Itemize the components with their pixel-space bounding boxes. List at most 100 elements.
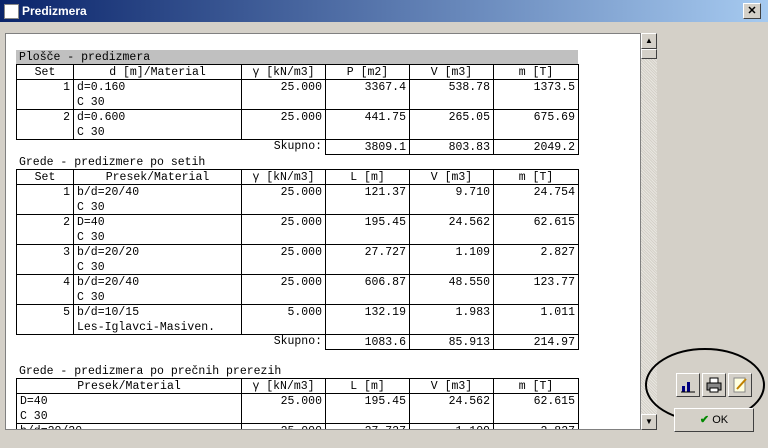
material-line: d=0.600 — [77, 111, 126, 124]
material-line: C 30 — [20, 410, 48, 423]
section-title: Plošče - predizmera — [16, 50, 578, 65]
material-line: b/d=20/40 — [77, 186, 140, 199]
set-cell: 1 — [16, 184, 74, 215]
material-line: C 30 — [77, 261, 105, 274]
title-bar: Predizmera ✕ — [0, 0, 768, 22]
total-cell: 2049.2 — [493, 139, 579, 155]
value-cell: 24.754 — [493, 184, 579, 215]
value-cell: 25.000 — [241, 184, 326, 215]
value-cell: 25.000 — [241, 109, 326, 140]
value-cell: 121.37 — [325, 184, 410, 215]
value-cell: 27.727 — [325, 244, 410, 275]
value-cell: 3367.4 — [325, 79, 410, 110]
set-cell: 5 — [16, 304, 74, 335]
material-cell: d=0.160 C 30 — [73, 79, 242, 110]
value-cell: 5.000 — [241, 304, 326, 335]
material-line: Les-Iglavci-Masiven. — [77, 321, 216, 334]
material-cell: b/d=20/20 C 30 — [73, 244, 242, 275]
value-cell: 675.69 — [493, 109, 579, 140]
value-cell: 25.000 — [241, 274, 326, 305]
material-cell: D=40 C 30 — [16, 393, 242, 424]
value-cell: 123.77 — [493, 274, 579, 305]
total-label: Skupno: — [273, 335, 322, 348]
value-cell: 24.562 — [409, 393, 494, 424]
value-cell: 2.827 — [493, 423, 579, 429]
material-cell: b/d=10/15 Les-Iglavci-Masiven. — [73, 304, 242, 335]
section-title: Grede - predizmere po setih — [19, 156, 206, 169]
material-line: D=40 — [77, 216, 105, 229]
total-cell: 1083.6 — [325, 334, 410, 350]
value-cell: 25.000 — [241, 423, 326, 429]
edit-button[interactable] — [728, 373, 752, 397]
value-cell: 1.109 — [409, 244, 494, 275]
value-cell: 195.45 — [325, 214, 410, 245]
material-cell: b/d=20/40 C 30 — [73, 274, 242, 305]
material-line: C 30 — [77, 96, 105, 109]
header-cell: L [m] — [325, 169, 410, 185]
document: Plošče - predizmera Set d [m]/Material γ [k… — [5, 33, 641, 430]
value-cell: 1.109 — [409, 423, 494, 429]
value-cell: 25.000 — [241, 79, 326, 110]
value-cell: 1373.5 — [493, 79, 579, 110]
set-cell: 3 — [16, 244, 74, 275]
set-cell: 1 — [16, 79, 74, 110]
scroll-down[interactable]: ▼ — [641, 414, 657, 430]
value-cell: 25.000 — [241, 214, 326, 245]
material-line: D=40 — [20, 395, 48, 408]
header-cell: γ [kN/m3] — [241, 169, 326, 185]
header-cell: V [m3] — [409, 169, 494, 185]
scrollbar[interactable]: ▲ ▼ — [641, 33, 657, 430]
material-line: b/d=10/15 — [77, 306, 140, 319]
set-cell: 4 — [16, 274, 74, 305]
set-cell: 2 — [16, 214, 74, 245]
header-cell: m [T] — [493, 378, 579, 394]
material-line: C 30 — [77, 201, 105, 214]
material-cell: d=0.600 C 30 — [73, 109, 242, 140]
header-cell: Set — [16, 64, 74, 80]
chart-button[interactable] — [676, 373, 700, 397]
total-cell: 214.97 — [493, 334, 579, 350]
header-cell: m [T] — [493, 64, 579, 80]
header-cell: L [m] — [325, 378, 410, 394]
material-line: C 30 — [77, 231, 105, 244]
value-cell: 606.87 — [325, 274, 410, 305]
value-cell: 195.45 — [325, 393, 410, 424]
close-button[interactable]: ✕ — [743, 3, 761, 19]
value-cell: 1.983 — [409, 304, 494, 335]
header-cell: Presek/Material — [16, 378, 242, 394]
value-cell: 9.710 — [409, 184, 494, 215]
app-icon — [4, 4, 19, 19]
value-cell: 24.562 — [409, 214, 494, 245]
material-line: C 30 — [77, 126, 105, 139]
ok-label: OK — [712, 414, 729, 426]
material-line: b/d=20/20 — [77, 246, 140, 259]
material-line: b/d=20/40 — [77, 276, 140, 289]
material-line: d=0.160 — [77, 81, 126, 94]
ok-button[interactable]: ✔ OK — [674, 408, 754, 432]
header-cell: γ [kN/m3] — [241, 378, 326, 394]
value-cell: 538.78 — [409, 79, 494, 110]
scroll-up[interactable]: ▲ — [641, 33, 657, 49]
header-cell: Presek/Material — [73, 169, 242, 185]
total-cell: 85.913 — [409, 334, 494, 350]
value-cell: 265.05 — [409, 109, 494, 140]
material-cell: D=40 C 30 — [73, 214, 242, 245]
header-cell: γ [kN/m3] — [241, 64, 326, 80]
value-cell: 62.615 — [493, 214, 579, 245]
material-cell: b/d=20/40 C 30 — [73, 184, 242, 215]
value-cell: 48.550 — [409, 274, 494, 305]
header-cell: V [m3] — [409, 64, 494, 80]
print-button[interactable] — [702, 373, 726, 397]
value-cell: 441.75 — [325, 109, 410, 140]
total-cell: 803.83 — [409, 139, 494, 155]
value-cell: 62.615 — [493, 393, 579, 424]
scroll-thumb[interactable] — [641, 49, 657, 59]
value-cell: 25.000 — [241, 244, 326, 275]
header-cell: P [m2] — [325, 64, 410, 80]
section-title: Grede - predizmera po prečnih prerezih — [19, 365, 282, 378]
header-cell: Set — [16, 169, 74, 185]
material-line: C 30 — [77, 291, 105, 304]
header-cell: V [m3] — [409, 378, 494, 394]
value-cell: 27.727 — [325, 423, 410, 429]
